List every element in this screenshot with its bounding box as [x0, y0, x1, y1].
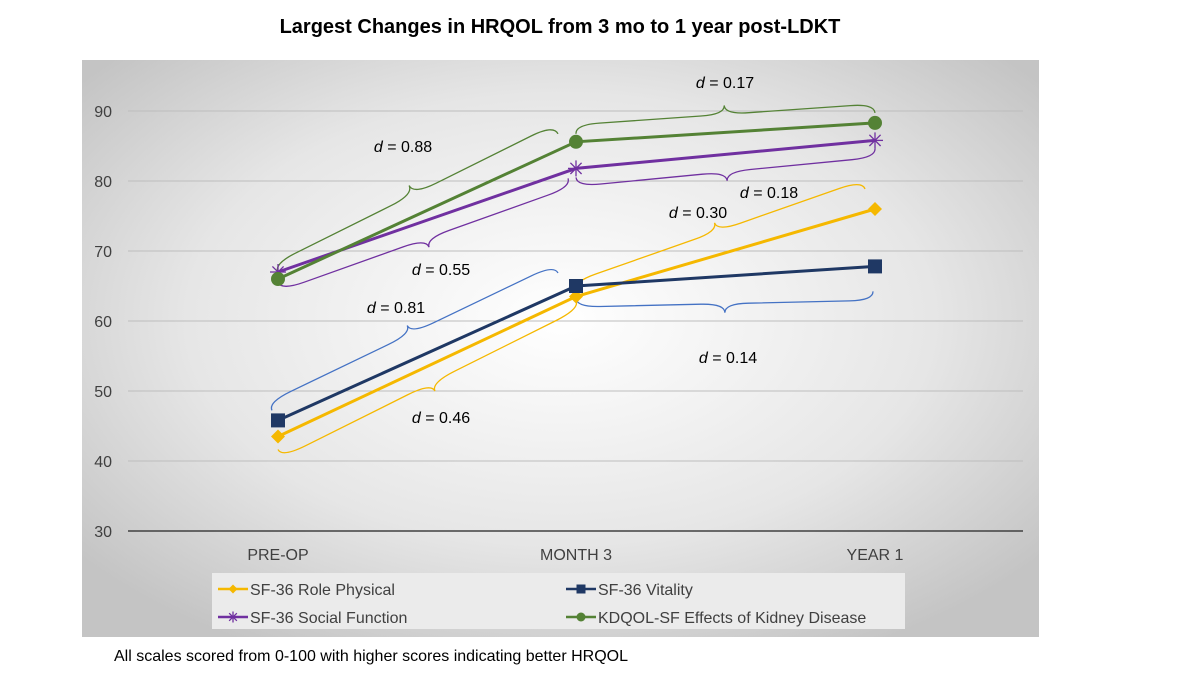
effect-size-symbol: d — [669, 205, 679, 222]
diamond-marker — [271, 429, 285, 444]
circle-marker — [271, 272, 285, 286]
effect-size-value: = 0.17 — [705, 75, 754, 92]
brace — [270, 268, 559, 411]
series-lines — [270, 115, 883, 444]
effect-size-braces — [270, 104, 876, 454]
diamond-marker — [228, 584, 238, 594]
y-tick-label: 40 — [94, 454, 112, 471]
effect-size-symbol: d — [412, 410, 422, 427]
square-marker — [868, 259, 882, 274]
chart-title: Largest Changes in HRQOL from 3 mo to 1 … — [279, 16, 841, 38]
y-tick-label: 50 — [94, 384, 112, 401]
brace — [575, 291, 874, 313]
square-marker — [576, 584, 586, 594]
y-tick-label: 70 — [94, 244, 112, 261]
square-marker — [569, 279, 583, 293]
y-tick-label: 90 — [94, 104, 112, 121]
circle-marker — [868, 115, 882, 130]
y-tick-label: 80 — [94, 174, 112, 191]
effect-size-label: d = 0.14 — [699, 350, 757, 367]
effect-size-value: = 0.55 — [421, 262, 470, 279]
effect-size-value: = 0.14 — [708, 350, 757, 367]
brace — [575, 104, 876, 134]
y-tick-label: 30 — [94, 524, 112, 541]
effect-size-value: = 0.88 — [383, 139, 432, 156]
diamond-marker — [868, 202, 882, 216]
legend-label: SF-36 Vitality — [598, 582, 693, 599]
brace — [277, 178, 569, 287]
effect-size-value: = 0.81 — [376, 300, 425, 317]
x-tick-label: PRE-OP — [247, 547, 308, 564]
effect-size-labels: d = 0.88d = 0.55d = 0.81d = 0.46d = 0.17… — [367, 75, 798, 427]
star-marker-stroke — [868, 134, 882, 147]
effect-size-label: d = 0.30 — [669, 205, 727, 222]
y-axis: 30 40 50 60 70 80 90 — [94, 104, 112, 541]
brace — [575, 148, 876, 186]
y-tick-label: 60 — [94, 314, 112, 331]
effect-size-symbol: d — [367, 300, 377, 317]
circle-marker — [576, 612, 586, 622]
brace — [276, 129, 559, 274]
brace — [277, 300, 578, 454]
legend-label: SF-36 Social Function — [250, 610, 407, 627]
chart-background — [82, 60, 1039, 637]
gridlines — [128, 110, 1023, 532]
effect-size-label: d = 0.88 — [374, 139, 432, 156]
effect-size-label: d = 0.46 — [412, 410, 470, 427]
circle-marker — [569, 134, 583, 149]
effect-size-value: = 0.30 — [678, 205, 727, 222]
legend: SF-36 Role Physical SF-36 Vitality SF-36 S… — [212, 573, 905, 629]
x-tick-label: YEAR 1 — [847, 547, 904, 564]
effect-size-value: = 0.18 — [749, 185, 798, 202]
effect-size-label: d = 0.17 — [696, 75, 754, 92]
effect-size-label: d = 0.81 — [367, 300, 425, 317]
brace — [575, 184, 866, 291]
legend-box — [212, 573, 905, 629]
effect-size-symbol: d — [699, 350, 709, 367]
square-marker — [271, 413, 285, 428]
footnote: All scales scored from 0-100 with higher… — [114, 648, 628, 665]
star-marker-stroke — [569, 162, 583, 175]
x-axis: PRE-OP MONTH 3 YEAR 1 — [247, 547, 903, 564]
effect-size-label: d = 0.18 — [740, 185, 798, 202]
effect-size-symbol: d — [740, 185, 750, 202]
star-marker-stroke — [228, 612, 238, 622]
effect-size-symbol: d — [412, 262, 422, 279]
effect-size-symbol: d — [696, 75, 706, 92]
effect-size-value: = 0.46 — [421, 410, 470, 427]
x-tick-label: MONTH 3 — [540, 547, 612, 564]
legend-label: SF-36 Role Physical — [250, 582, 395, 599]
legend-label: KDQOL-SF Effects of Kidney Disease — [598, 610, 866, 627]
effect-size-label: d = 0.55 — [412, 262, 470, 279]
effect-size-symbol: d — [374, 139, 384, 156]
